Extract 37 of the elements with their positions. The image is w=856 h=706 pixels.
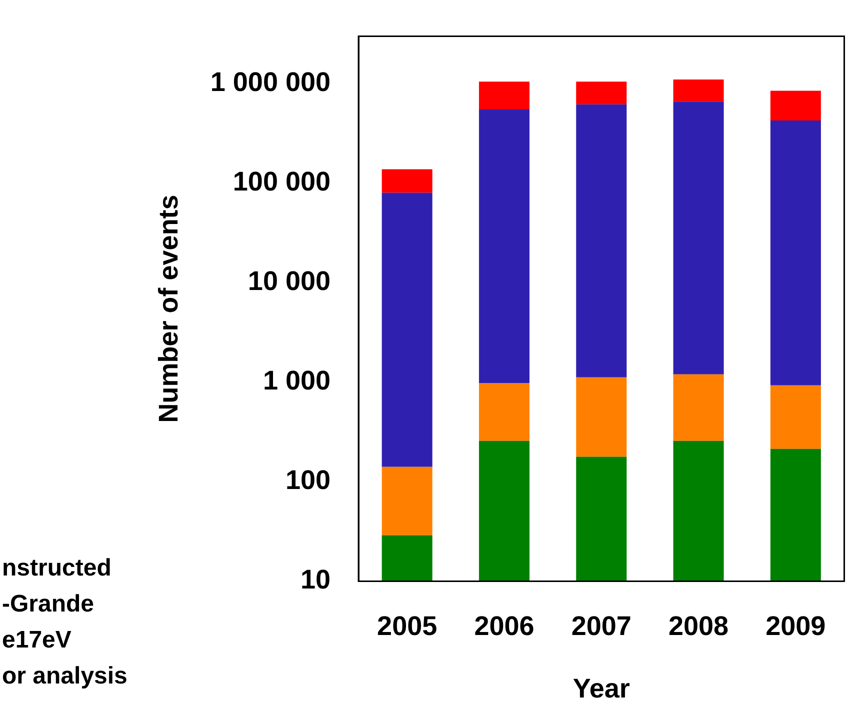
- y-tick-label: 10: [300, 564, 331, 595]
- bar: [770, 120, 821, 386]
- bar: [770, 90, 821, 120]
- text: nstructed: [2, 554, 112, 582]
- text: -Grande: [2, 590, 94, 618]
- bar: [382, 535, 432, 582]
- x-tick-label: 2007: [571, 610, 632, 641]
- bar: [576, 82, 627, 104]
- bar: [576, 456, 627, 582]
- bar: [478, 82, 530, 110]
- bar: [576, 377, 627, 457]
- text: e17eV: [2, 626, 72, 654]
- bar: [382, 192, 432, 467]
- bar: [576, 104, 627, 378]
- y-tick-label: 100 000: [232, 166, 331, 197]
- bar: [770, 448, 821, 582]
- bar: [478, 383, 530, 441]
- bar: [673, 440, 724, 582]
- y-tick-label: 10 000: [248, 266, 331, 296]
- bar: [382, 169, 432, 193]
- text: or analysis: [2, 662, 128, 690]
- bar: [478, 440, 530, 582]
- bar: [478, 110, 530, 384]
- x-tick-label: 2005: [377, 610, 438, 641]
- y-tick-label: 1 000: [262, 366, 331, 396]
- bar: [382, 466, 432, 536]
- x-tick-label: 2006: [474, 610, 534, 641]
- x-tick-label: 2008: [668, 610, 729, 641]
- x-tick-label: 2009: [766, 610, 826, 641]
- bar: [673, 80, 724, 102]
- y-tick-label: 1 000 000: [210, 67, 331, 98]
- x-axis-title: Year: [572, 673, 630, 704]
- y-tick-label: 100: [285, 465, 331, 496]
- y-axis-title: Number of events: [154, 194, 184, 423]
- bar: [673, 102, 724, 374]
- bar: [770, 385, 821, 449]
- bar: [673, 374, 724, 441]
